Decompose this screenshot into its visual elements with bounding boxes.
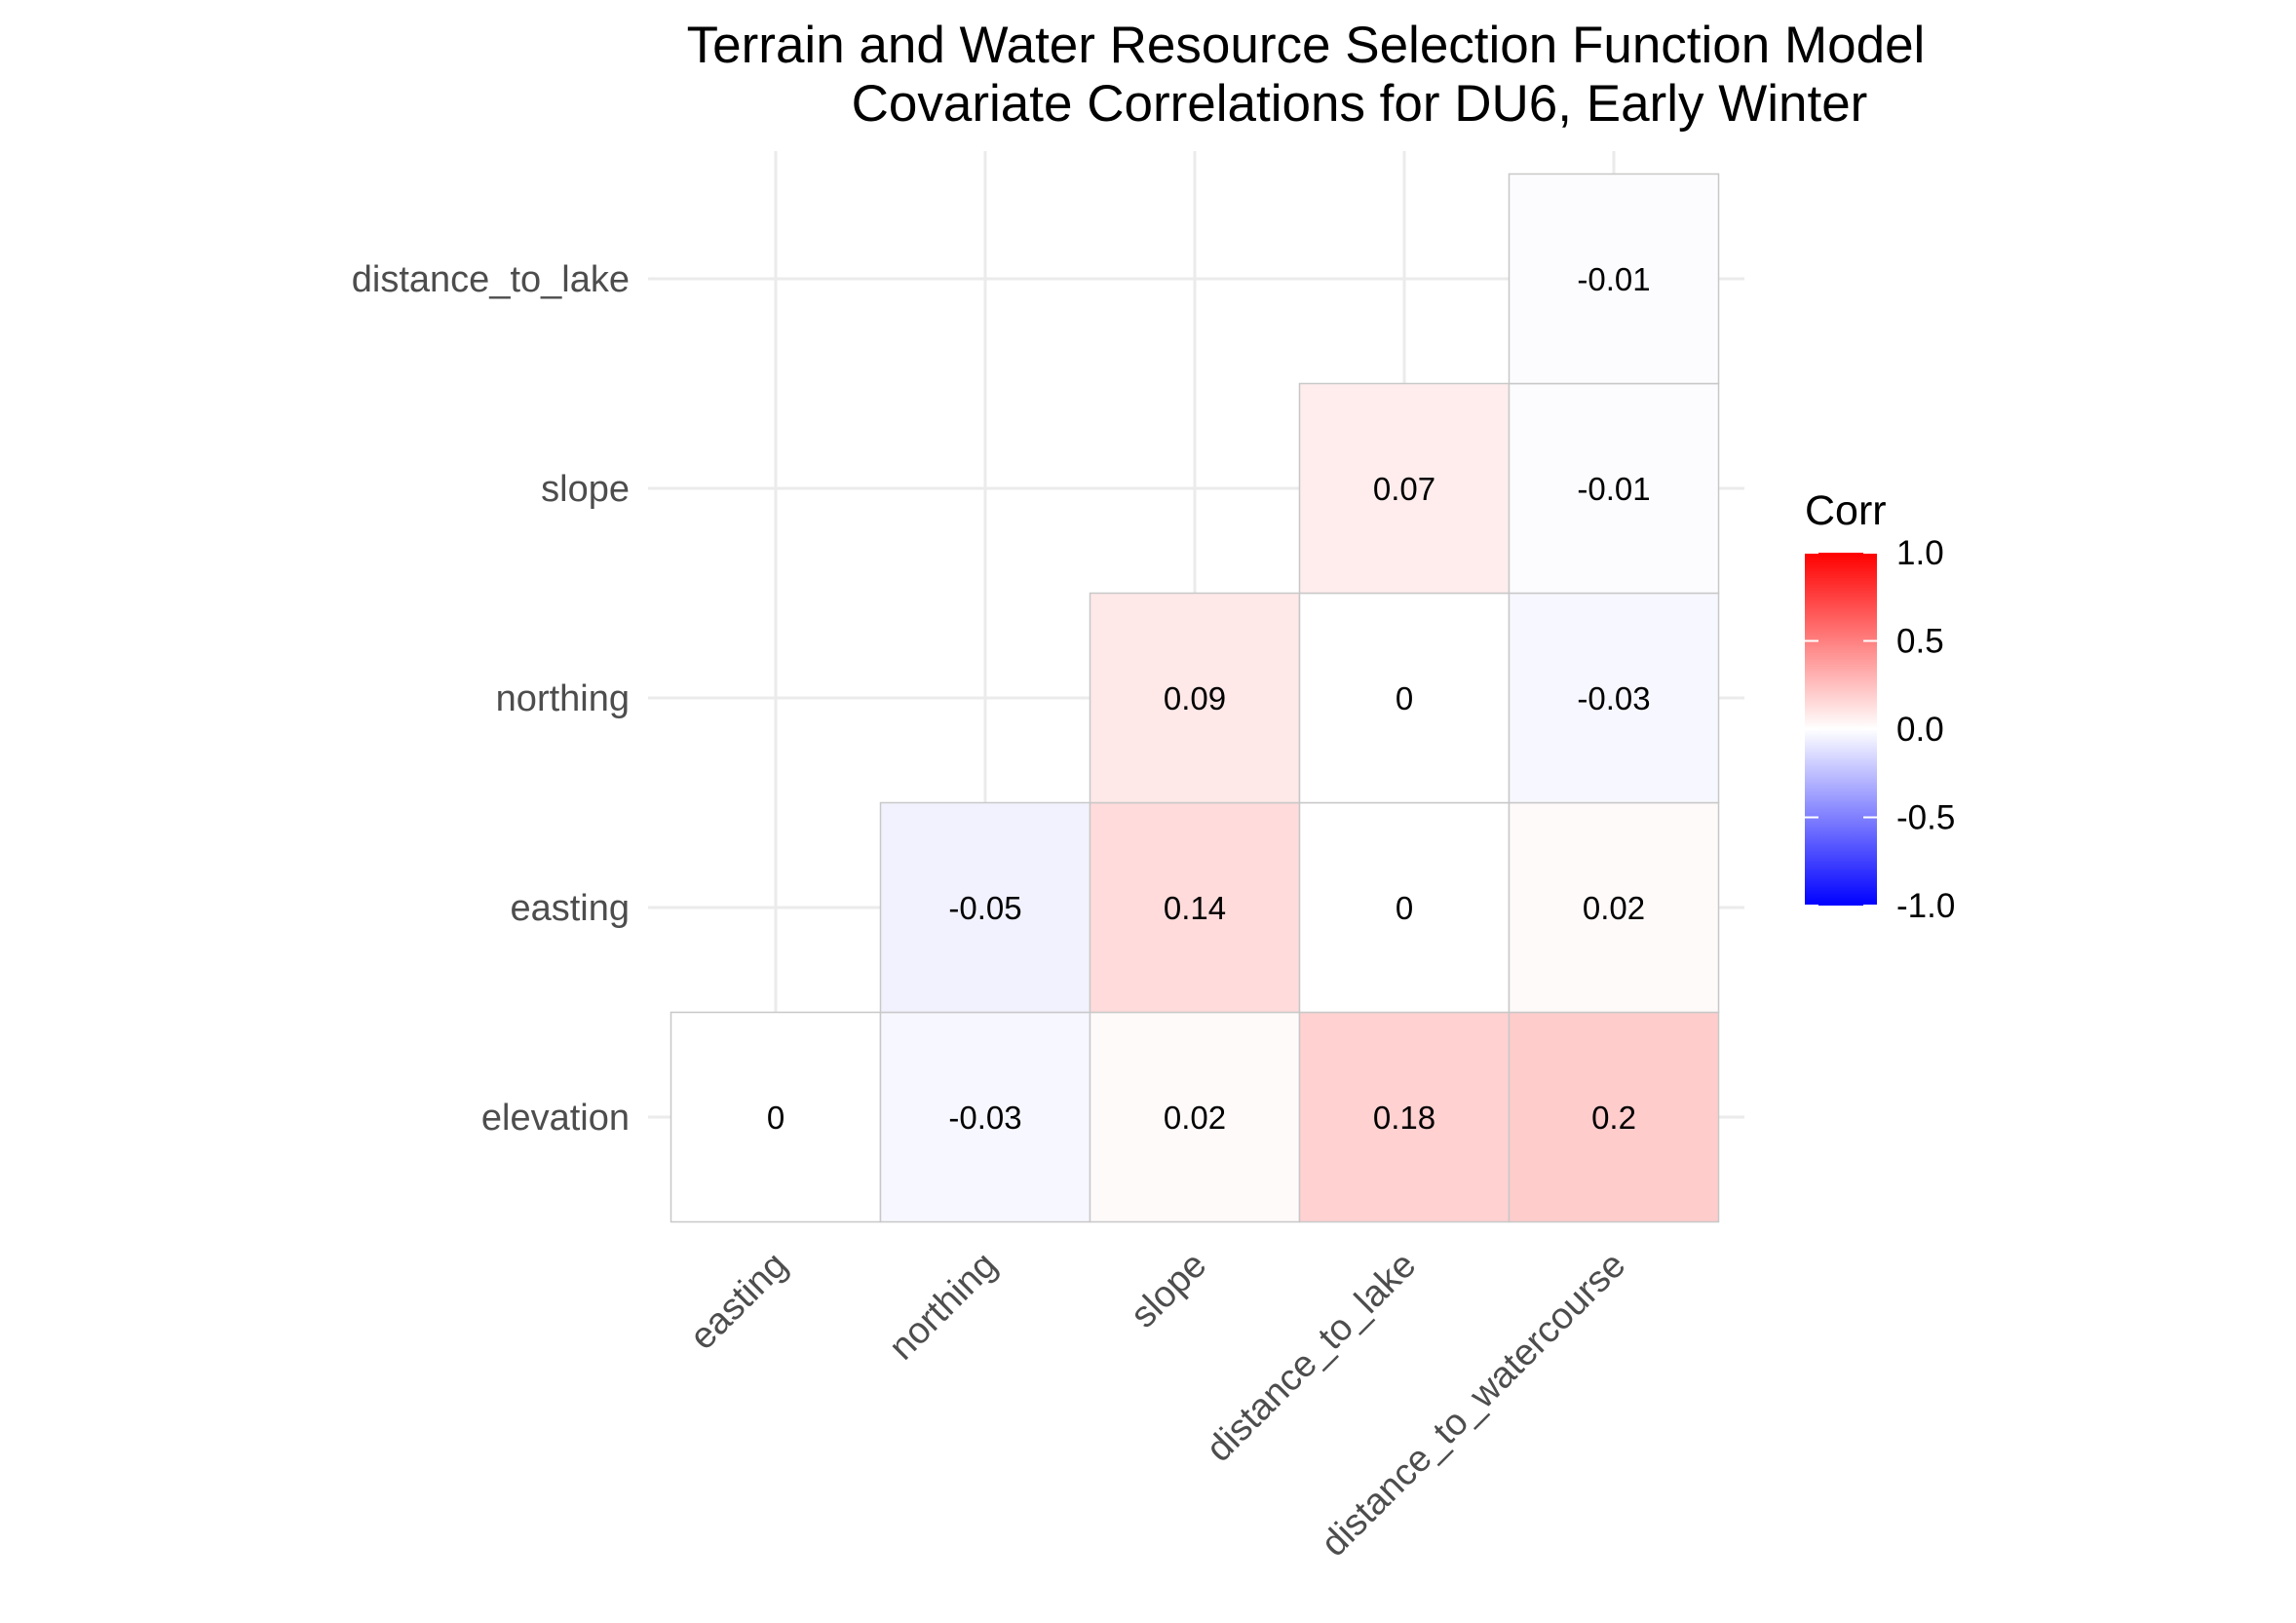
y-tick-label-slope: slope: [541, 469, 630, 510]
heatmap-cells: 0 -0.03 0.02 0.18 0.2 -0.05 0.14 0 0.02 0.09 0 -0.0…: [670, 173, 1720, 1223]
y-tick-label-distance-to-lake: distance_to_lake: [352, 259, 630, 300]
heatmap-cell-elevation-northing: [879, 1011, 1091, 1223]
heatmap-cell-northing-distance-to-watercourse: [1508, 592, 1720, 804]
heatmap-cell-elevation-easting: [670, 1011, 882, 1223]
heatmap-cell-easting-slope: [1089, 801, 1301, 1014]
y-axis-tick-labels: elevation easting northing slope distance_to…: [352, 259, 630, 1139]
cell-value-label: 0: [1396, 890, 1413, 926]
cell-value-label: 0.14: [1164, 890, 1226, 926]
cell-value-label: 0.2: [1591, 1100, 1636, 1136]
y-tick-label-northing: northing: [496, 678, 630, 719]
cell-value-label: 0.09: [1164, 680, 1226, 716]
cell-value-label: 0: [1396, 680, 1413, 716]
cell-value-label: -0.03: [948, 1100, 1021, 1136]
heatmap-cell-easting-distance-to-lake: [1298, 801, 1511, 1014]
heatmap-cell-elevation-distance-to-watercourse: [1508, 1011, 1720, 1223]
x-tick-label-northing: northing: [882, 1245, 1006, 1369]
heatmap-cell-distance-to-lake-distance-to-watercourse: [1508, 173, 1720, 385]
legend-title: Corr: [1805, 487, 1887, 534]
heatmap-cell-elevation-slope: [1089, 1011, 1301, 1223]
cell-value-label: 0.07: [1373, 471, 1435, 507]
chart-title-line-2: Covariate Correlations for DU6, Early Wi…: [852, 75, 1868, 133]
cell-value-label: -0.05: [948, 890, 1021, 926]
heatmap-cell-easting-northing: [879, 801, 1091, 1014]
cell-value-label: -0.01: [1577, 471, 1650, 507]
cell-value-label: 0: [767, 1100, 784, 1136]
heatmap-cell-easting-distance-to-watercourse: [1508, 801, 1720, 1014]
chart-title-line-1: Terrain and Water Resource Selection Fun…: [687, 17, 1926, 74]
cell-value-label: 0.02: [1164, 1100, 1226, 1136]
y-tick-label-elevation: elevation: [481, 1098, 630, 1139]
legend-tick-label: 0.5: [1896, 623, 1944, 661]
legend-tick-label: -1.0: [1896, 887, 1955, 925]
cell-value-label: 0.18: [1373, 1100, 1435, 1136]
x-axis-tick-labels: easting northing slopedistance_to_lakedist…: [682, 1245, 1633, 1565]
x-tick-label-distance-to-lake: distance_to_lake: [1199, 1245, 1424, 1470]
cell-value-label: 0.02: [1583, 890, 1645, 926]
heatmap-cell-elevation-distance-to-lake: [1298, 1011, 1511, 1223]
legend: Corr 1.0 0.5 0.0 -0.5 -1.0: [1805, 487, 1955, 925]
cell-value-label: -0.03: [1577, 680, 1650, 716]
heatmap-cell-slope-distance-to-watercourse: [1508, 382, 1720, 595]
heatmap-cell-northing-slope: [1089, 592, 1301, 804]
legend-tick-label: -0.5: [1896, 799, 1955, 837]
heatmap-cell-slope-distance-to-lake: [1298, 382, 1511, 595]
x-tick-label-slope: slope: [1123, 1245, 1214, 1336]
cell-value-label: -0.01: [1577, 261, 1650, 297]
legend-tick-label: 1.0: [1896, 534, 1944, 572]
y-tick-label-easting: easting: [510, 888, 630, 929]
legend-tick-label: 0.0: [1896, 711, 1944, 749]
x-tick-label-easting: easting: [682, 1245, 795, 1358]
heatmap-cell-northing-distance-to-lake: [1298, 592, 1511, 804]
